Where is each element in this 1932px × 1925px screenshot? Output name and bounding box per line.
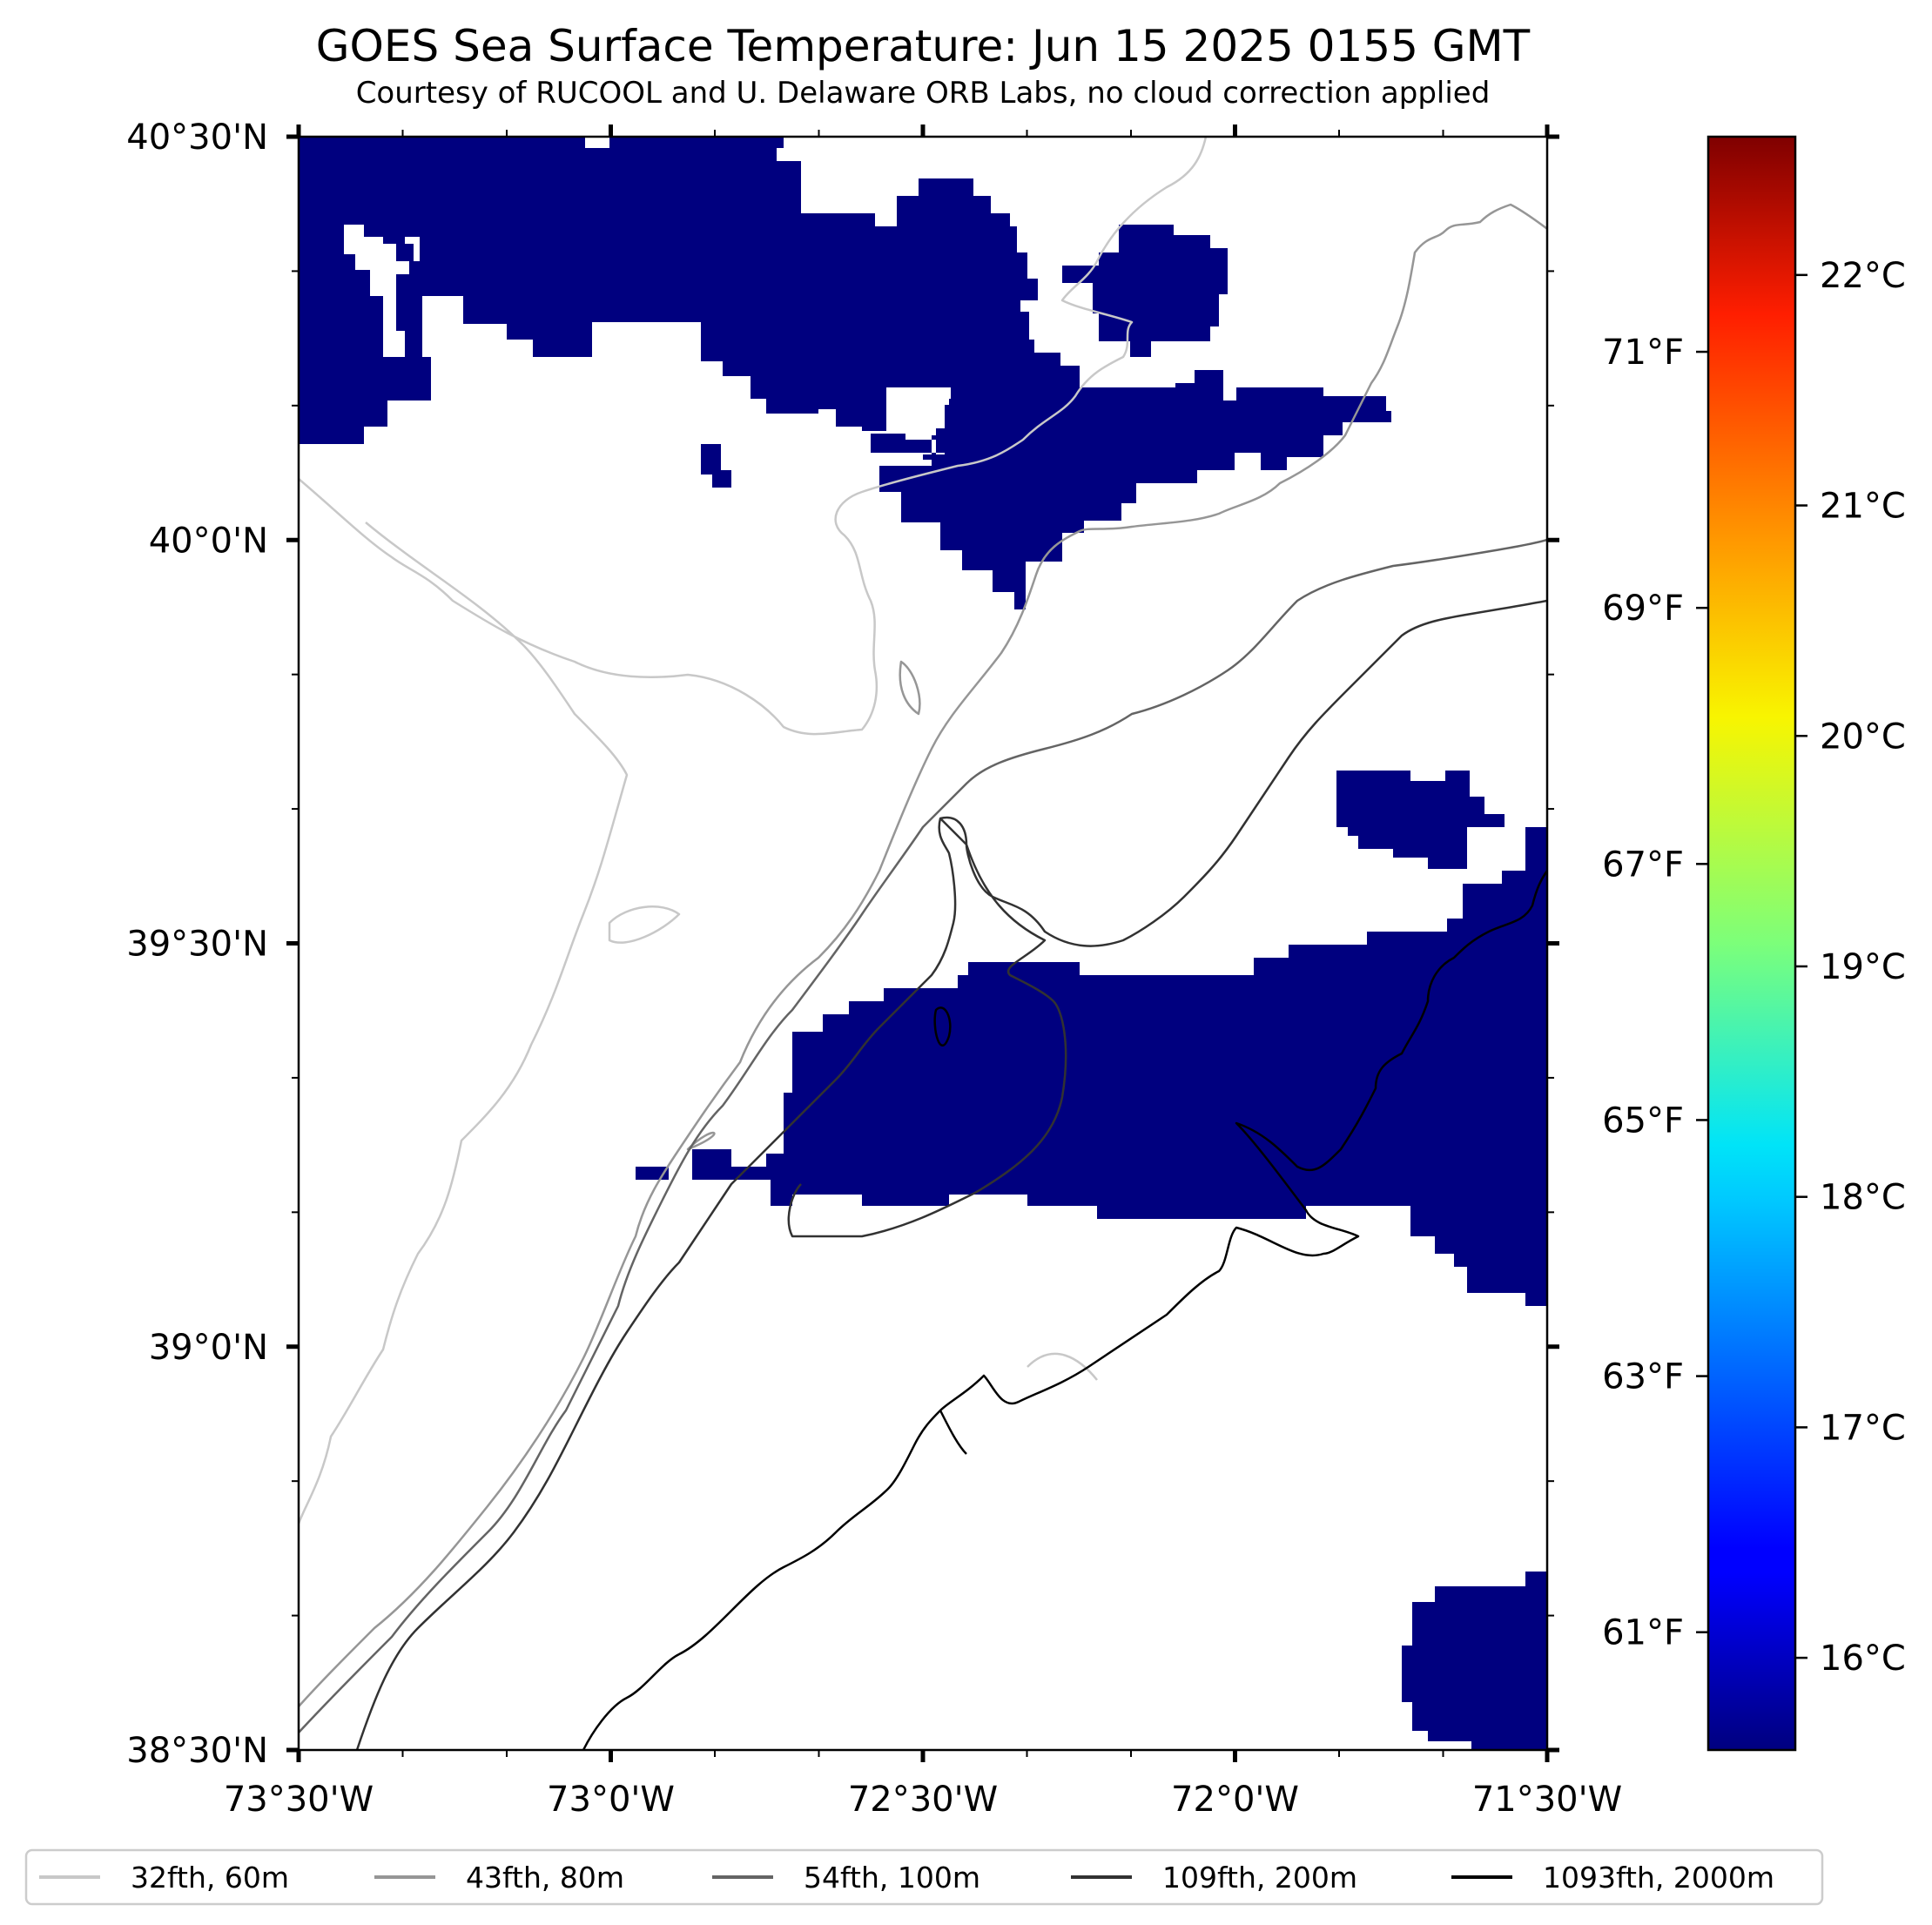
legend-label: 109fth, 200m: [1162, 1861, 1357, 1895]
lon-tick-label: 72°0'W: [1171, 1780, 1299, 1820]
sst-region-northwest-2: [701, 444, 731, 488]
fahrenheit-tick-label: 71°F: [1602, 333, 1684, 373]
lat-tick-label: 40°0'N: [149, 521, 268, 561]
lon-tick-label: 72°30'W: [848, 1780, 998, 1820]
contour-100m: [299, 538, 1547, 1733]
fahrenheit-tick-label: 69°F: [1602, 589, 1684, 629]
celsius-tick-label: 22°C: [1820, 256, 1906, 296]
lon-tick-label: 73°0'W: [547, 1780, 675, 1820]
colorbar-fahrenheit-axis: 61°F 63°F 65°F 67°F 69°F 71°F: [1602, 333, 1708, 1653]
celsius-tick-label: 21°C: [1820, 487, 1906, 527]
lon-tick-label: 73°30'W: [224, 1780, 374, 1820]
legend-label: 43fth, 80m: [466, 1861, 624, 1895]
sst-region-north-blob: [1062, 225, 1228, 357]
fahrenheit-tick-label: 61°F: [1602, 1613, 1684, 1653]
contour-60m: [299, 137, 1208, 1525]
map-subtitle: Courtesy of RUCOOL and U. Delaware ORB L…: [356, 76, 1491, 111]
legend-label: 1093fth, 2000m: [1543, 1861, 1774, 1895]
celsius-tick-label: 20°C: [1820, 717, 1906, 757]
sst-region-northeast: [1336, 771, 1505, 869]
legend-label: 32fth, 60m: [131, 1861, 289, 1895]
latitude-axis: 40°30'N 40°0'N 39°30'N 39°0'N 38°30'N: [126, 118, 1559, 1771]
minor-ticks: [292, 130, 1554, 1757]
contour-2000m: [582, 870, 1547, 1750]
colorbar: 16°C 17°C 18°C 19°C 20°C 21°C 22°C 61°F 63°F 65°…: [1602, 135, 1906, 1752]
lat-tick-label: 39°0'N: [149, 1328, 268, 1368]
colorbar-celsius-axis: 16°C 17°C 18°C 19°C 20°C 21°C 22°C: [1795, 256, 1906, 1679]
sst-region-southeast: [1402, 1572, 1547, 1750]
lon-tick-label: 71°30'W: [1472, 1780, 1622, 1820]
colorbar-frame: [1706, 135, 1797, 1752]
sst-region-south-band: [636, 827, 1547, 1306]
colorbar-gradient: [1708, 137, 1795, 1750]
lat-tick-label: 40°30'N: [126, 118, 268, 158]
celsius-tick-label: 17°C: [1820, 1408, 1906, 1448]
fahrenheit-tick-label: 65°F: [1602, 1100, 1684, 1141]
lat-tick-label: 38°30'N: [126, 1731, 268, 1771]
sst-region-northwest: [299, 137, 1080, 453]
map-title: GOES Sea Surface Temperature: Jun 15 202…: [316, 21, 1531, 71]
legend-label: 54fth, 100m: [804, 1861, 980, 1895]
fahrenheit-tick-label: 63°F: [1602, 1357, 1684, 1397]
bathymetry-layer: [299, 137, 1547, 1750]
contour-200m: [355, 599, 1547, 1750]
contour-legend: 32fth, 60m 43fth, 80m 54fth, 100m 109fth, 2…: [24, 1848, 1824, 1906]
sst-data-layer: [299, 137, 1547, 1750]
celsius-tick-label: 18°C: [1820, 1178, 1906, 1218]
lat-tick-label: 39°30'N: [126, 925, 268, 965]
contour-80m: [299, 203, 1547, 1707]
sst-region-center-north: [766, 370, 1391, 609]
celsius-tick-label: 16°C: [1820, 1639, 1906, 1679]
longitude-axis: 73°30'W 73°0'W 72°30'W 72°0'W 71°30'W: [224, 125, 1622, 1820]
legend-box: [24, 1848, 1824, 1906]
celsius-tick-label: 19°C: [1820, 947, 1906, 987]
map-panel: 73°30'W 73°0'W 72°30'W 72°0'W 71°30'W 40°30'…: [126, 118, 1622, 1820]
fahrenheit-tick-label: 67°F: [1602, 845, 1684, 885]
